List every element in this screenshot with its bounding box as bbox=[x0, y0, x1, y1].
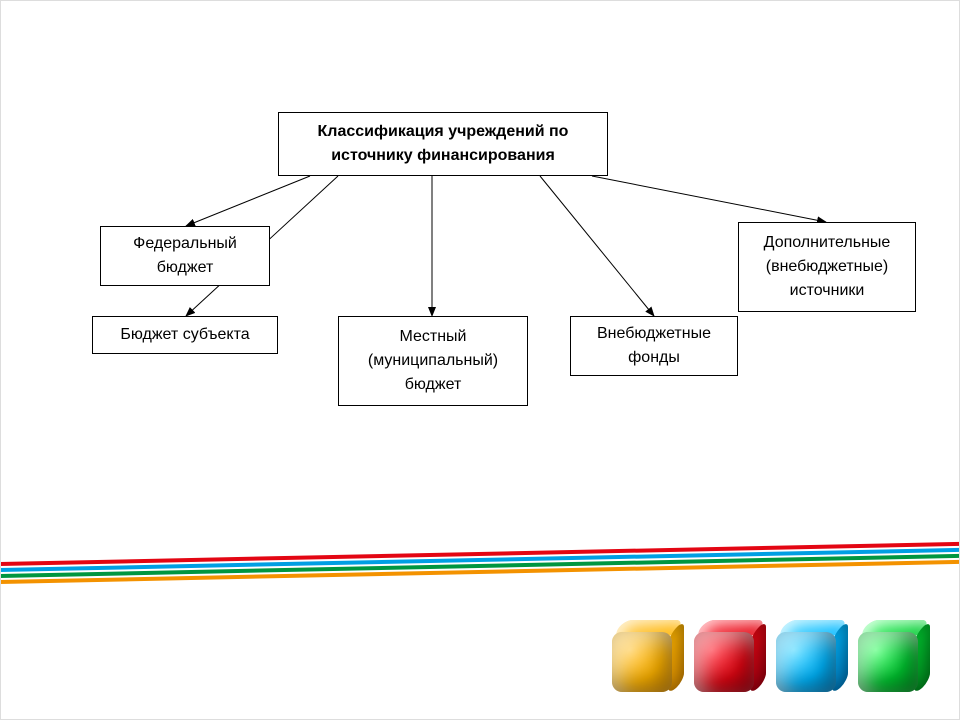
child-node-label: Внебюджетные фонды bbox=[579, 322, 729, 370]
child-node-extrabudget-funds: Внебюджетные фонды bbox=[570, 316, 738, 376]
child-node-federal: Федеральный бюджет bbox=[100, 226, 270, 286]
cube-icon bbox=[776, 620, 848, 692]
child-node-label: Федеральный бюджет bbox=[109, 232, 261, 280]
root-node: Классификация учреждений по источнику фи… bbox=[278, 112, 608, 176]
child-node-additional-sources: Дополнительные (внебюджетные) источники bbox=[738, 222, 916, 312]
cube-icon bbox=[694, 620, 766, 692]
cube-icon bbox=[612, 620, 684, 692]
child-node-label: Местный (муниципальный) бюджет bbox=[347, 325, 519, 397]
diagram-canvas: Классификация учреждений по источнику фи… bbox=[0, 0, 960, 720]
cube-icon bbox=[858, 620, 930, 692]
decorative-cubes bbox=[612, 620, 930, 692]
root-node-label: Классификация учреждений по источнику фи… bbox=[287, 120, 599, 168]
child-node-local: Местный (муниципальный) бюджет bbox=[338, 316, 528, 406]
child-node-label: Бюджет субъекта bbox=[120, 323, 249, 347]
child-node-label: Дополнительные (внебюджетные) источники bbox=[747, 231, 907, 303]
child-node-subject: Бюджет субъекта bbox=[92, 316, 278, 354]
